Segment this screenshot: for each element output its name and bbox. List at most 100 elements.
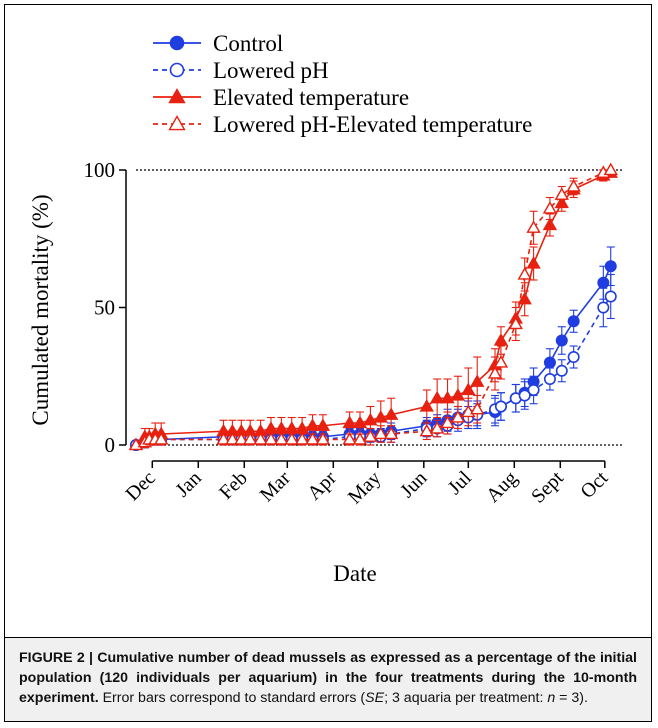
figure-frame: Control Lowered pH Elevated temperature Low…: [4, 4, 652, 722]
data-point-elevated-temperature-24: [450, 388, 466, 401]
data-point-lowered-ph-elevated-temperature-23: [440, 415, 455, 429]
data-point-lowered-ph-elevated-temperature-4: [154, 432, 169, 445]
data-point-lowered-ph-elevated-temperature-16: [342, 432, 357, 445]
y-tick-label-50: 50: [94, 296, 115, 320]
figure-caption-box: FIGURE 2 | Cumulative number of dead mus…: [5, 637, 651, 721]
data-point-lowered-ph-elevated-temperature-11: [274, 432, 289, 445]
legend-label-elevated-temperature: Elevated temperature: [213, 85, 409, 110]
series-line-lowered-ph-elevated-temperature: [135, 169, 612, 446]
data-point-lowered-ph-elevated-temperature-9: [253, 432, 268, 445]
data-point-lowered-ph-elevated-temperature-12: [284, 432, 299, 445]
data-point-lowered-ph-elevated-temperature-27: [487, 366, 503, 379]
data-point-lowered-ph-elevated-temperature-14: [305, 432, 320, 445]
data-point-lowered-ph-elevated-temperature-8: [243, 432, 258, 445]
data-point-lowered-ph-28: [494, 400, 507, 413]
data-point-elevated-temperature-32: [542, 217, 558, 231]
data-point-elevated-temperature-26: [470, 374, 485, 387]
legend-marker-lowered-ph-elevated-temperature: [168, 115, 186, 131]
caption-italic-n: n: [547, 690, 556, 706]
data-point-lowered-ph-elevated-temperature-18: [363, 429, 378, 442]
y-tick-label-100: 100: [84, 158, 116, 182]
data-point-lowered-ph-elevated-temperature-20: [383, 426, 399, 440]
data-point-lowered-ph-elevated-temperature-33: [554, 187, 569, 200]
caption-text-3: = 3).: [555, 690, 588, 706]
data-point-elevated-temperature-25: [461, 382, 476, 396]
x-tick-label-aug: Aug: [482, 467, 522, 507]
caption-text-2: ; 3 aquaria per treatment:: [384, 690, 548, 706]
data-point-lowered-ph-elevated-temperature-29: [508, 316, 523, 330]
caption-text-1: Error bars correspond to standard errors…: [98, 690, 366, 706]
data-point-lowered-ph-35: [597, 301, 610, 314]
data-point-elevated-temperature-31: [526, 256, 541, 269]
data-point-lowered-ph-34: [567, 350, 580, 363]
x-tick-label-mar: Mar: [256, 467, 295, 506]
x-tick-label-jun: Jun: [396, 467, 431, 502]
data-point-lowered-ph-30: [518, 389, 531, 402]
data-point-lowered-ph-32: [543, 372, 556, 385]
legend-item-lowered-ph: Lowered pH: [153, 58, 329, 83]
data-point-lowered-ph-elevated-temperature-15: [315, 432, 331, 445]
plot-area: [128, 162, 618, 451]
legend-marker-control: [169, 35, 185, 51]
data-point-control-33: [555, 334, 568, 347]
data-point-control-32: [543, 356, 556, 369]
x-tick-label-apr: Apr: [303, 467, 341, 505]
x-tick-label-may: May: [344, 467, 385, 508]
data-point-lowered-ph-elevated-temperature-5: [216, 432, 231, 445]
data-point-control-34: [567, 315, 580, 328]
y-tick-label-0: 0: [105, 433, 116, 457]
reference-lines: [136, 169, 623, 446]
data-point-lowered-ph-elevated-temperature-17: [352, 432, 368, 445]
data-point-lowered-ph-elevated-temperature-22: [429, 421, 445, 434]
data-point-lowered-ph-elevated-temperature-30: [517, 267, 532, 280]
data-point-lowered-ph-33: [555, 364, 568, 377]
caption-title: FIGURE 2 | Cumulative number of dead mus…: [19, 650, 637, 706]
data-point-lowered-ph-elevated-temperature-32: [542, 201, 558, 214]
x-tick-label-dec: Dec: [121, 467, 159, 505]
data-point-lowered-ph-36: [604, 290, 617, 303]
data-point-control-35: [597, 276, 610, 289]
x-tick-label-sept: Sept: [527, 467, 568, 508]
data-point-lowered-ph-31: [527, 383, 540, 396]
series-lowered-ph-elevated-temperature: [128, 162, 618, 451]
legend-label-lowered-ph-elevated-temperature: Lowered pH-Elevated temperature: [213, 112, 532, 137]
figure-caption: FIGURE 2 | Cumulative number of dead mus…: [19, 648, 637, 708]
data-point-elevated-temperature-30: [517, 291, 532, 305]
data-point-lowered-ph-elevated-temperature-21: [419, 423, 434, 437]
chart-axes: 0 50 100 Dec Jan Feb Mar Apr May Jun Jul Aug Sept Oct: [84, 158, 613, 508]
legend-item-lowered-ph-elevated-temperature: Lowered pH-Elevated temperature: [153, 112, 532, 137]
data-point-lowered-ph-elevated-temperature-31: [526, 220, 541, 233]
data-point-lowered-ph-elevated-temperature-26: [470, 401, 485, 415]
legend-item-elevated-temperature: Elevated temperature: [153, 85, 409, 110]
data-point-elevated-temperature-21: [419, 399, 434, 412]
data-point-lowered-ph-elevated-temperature-13: [294, 432, 310, 445]
data-point-elevated-temperature-14: [305, 418, 320, 431]
legend-label-control: Control: [213, 31, 283, 56]
x-axis-label: Date: [333, 561, 376, 586]
legend-marker-elevated-temperature: [168, 88, 186, 104]
data-point-lowered-ph-elevated-temperature-10: [263, 432, 279, 445]
data-point-lowered-ph-elevated-temperature-7: [234, 432, 249, 445]
data-point-lowered-ph-elevated-temperature-34: [566, 179, 581, 192]
x-tick-label-oct: Oct: [576, 467, 612, 503]
legend-item-control: Control: [153, 31, 283, 56]
data-point-elevated-temperature-23: [440, 390, 455, 404]
legend-marker-lowered-ph: [169, 62, 185, 78]
data-point-lowered-ph-elevated-temperature-19: [373, 426, 388, 440]
x-tick-label-jan: Jan: [171, 467, 205, 501]
data-point-elevated-temperature-18: [363, 412, 378, 426]
data-point-lowered-ph-elevated-temperature-6: [225, 432, 240, 445]
legend-label-lowered-ph: Lowered pH: [213, 58, 329, 83]
data-point-lowered-ph-elevated-temperature-24: [450, 410, 466, 423]
series-line-elevated-temperature: [135, 171, 612, 446]
data-point-elevated-temperature-17: [352, 415, 368, 429]
data-point-control-36: [604, 260, 617, 273]
data-point-elevated-temperature-16: [342, 415, 357, 429]
data-point-elevated-temperature-22: [429, 390, 445, 404]
data-point-lowered-ph-elevated-temperature-36: [603, 162, 618, 176]
data-point-lowered-ph-elevated-temperature-28: [493, 355, 509, 368]
x-tick-label-jul: Jul: [444, 467, 476, 499]
data-point-elevated-temperature-15: [315, 418, 331, 431]
